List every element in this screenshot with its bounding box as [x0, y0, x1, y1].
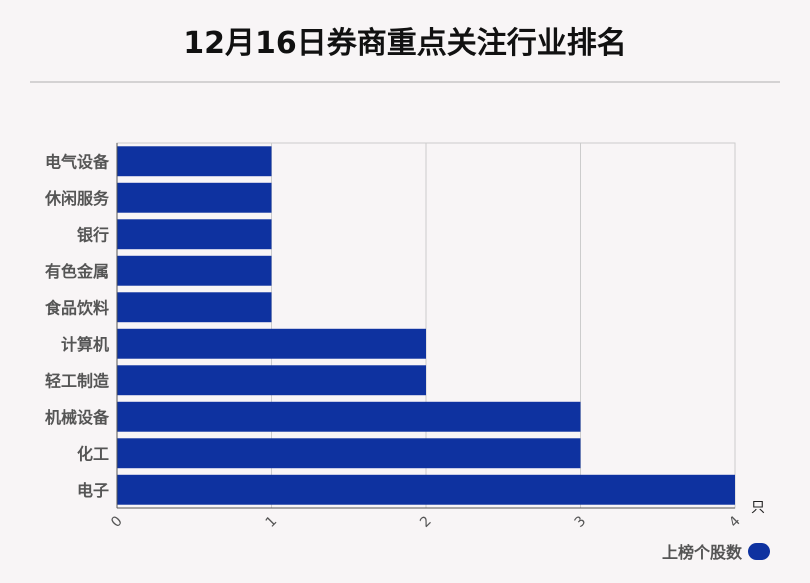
bar [117, 365, 426, 396]
category-label: 银行 [77, 225, 109, 244]
bar [117, 182, 272, 213]
x-tick-label: 2 [417, 513, 435, 531]
bar [117, 255, 272, 286]
category-label: 有色金属 [45, 262, 109, 281]
x-unit-label: 只 [751, 500, 765, 516]
legend-swatch [748, 542, 770, 560]
category-label: 休闲服务 [44, 189, 110, 208]
bar [117, 401, 581, 432]
x-tick-label: 0 [108, 513, 126, 531]
category-label: 轻工制造 [45, 371, 110, 390]
category-label: 电气设备 [45, 152, 110, 171]
x-tick-label: 1 [263, 513, 281, 531]
bar [117, 474, 735, 505]
legend-label: 上榜个股数 [661, 543, 742, 562]
legend: 上榜个股数 [662, 540, 770, 562]
x-tick-label: 4 [726, 513, 744, 531]
category-label: 计算机 [61, 335, 109, 354]
category-label: 化工 [77, 444, 109, 463]
bar [117, 219, 272, 250]
x-tick-label: 3 [572, 513, 590, 531]
bar [117, 146, 272, 177]
category-label: 电子 [77, 481, 109, 500]
bar [117, 328, 426, 359]
bar [117, 292, 272, 323]
category-label: 食品饮料 [44, 298, 109, 317]
chart-title: 12月16日券商重点关注行业排名 [183, 26, 627, 61]
bar [117, 438, 581, 469]
category-label: 机械设备 [45, 408, 110, 427]
title-divider [30, 81, 780, 83]
